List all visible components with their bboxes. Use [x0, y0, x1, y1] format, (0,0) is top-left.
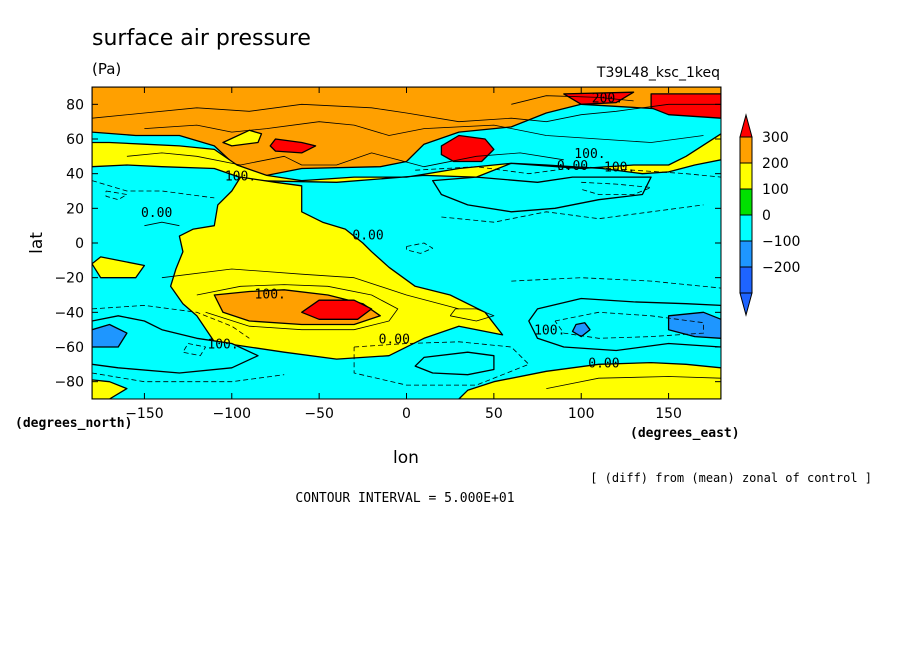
- contour-region: [92, 323, 128, 348]
- y-tick-label: 80: [66, 97, 84, 113]
- contour-line: [353, 341, 530, 386]
- x-tick-label: −150: [125, 406, 163, 422]
- contour-label: 0.00: [352, 228, 383, 243]
- contour-interval: CONTOUR INTERVAL = 5.000E+01: [295, 491, 514, 506]
- contour-line: [92, 372, 285, 383]
- contour-line: [196, 284, 399, 331]
- contour-label: 100.: [604, 161, 635, 176]
- x-tick-label: −100: [213, 406, 251, 422]
- contour-label: 100.: [574, 147, 605, 162]
- contour-region: [92, 256, 146, 279]
- y-tick-label: 20: [66, 201, 84, 217]
- colorbar-max-arrow: [739, 113, 753, 138]
- contour-line: [144, 221, 180, 227]
- y-tick-label: 40: [66, 167, 84, 183]
- contour-region: [301, 299, 373, 320]
- colorbar-min-arrow: [739, 292, 753, 317]
- colorbar-segment: [739, 188, 753, 216]
- contour-lines: [92, 95, 721, 389]
- contour-label: 0.00: [379, 332, 410, 347]
- run-label: T39L48_ksc_1keq: [596, 65, 720, 81]
- contour-region: [414, 351, 495, 376]
- contour-line: [144, 121, 704, 143]
- chart-units: (Pa): [92, 60, 121, 78]
- colorbar-segment: [739, 214, 753, 242]
- contour-label: 100.: [534, 324, 565, 339]
- x-tick-label: −50: [304, 406, 334, 422]
- x-tick-label: 50: [485, 406, 503, 422]
- contour-line: [546, 376, 721, 389]
- chart-title: surface air pressure: [92, 26, 311, 51]
- y-tick-label: 0: [75, 236, 84, 252]
- contour-labels: 200.100.0.00 100.100.0.000.00100.0.00100.…: [141, 91, 635, 371]
- contour-label: 100.: [207, 338, 238, 353]
- colorbar-segment: [739, 240, 753, 268]
- contour-line: [554, 311, 704, 339]
- comparison-note: [ (diff) from (mean) zonal of control ]: [590, 471, 872, 485]
- contour-line: [92, 180, 215, 199]
- contour-line: [415, 166, 721, 178]
- contour-region: [432, 176, 652, 213]
- y-axis-label: lat: [27, 232, 47, 254]
- colorbar-label: 100: [762, 182, 789, 198]
- contour-region: [563, 91, 635, 105]
- contour-label: 0.00: [141, 206, 172, 221]
- colorbar-label: 300: [762, 130, 789, 146]
- y-tick-label: −20: [54, 271, 84, 287]
- contour-region: [269, 138, 317, 154]
- colorbar-label: 0: [762, 208, 771, 224]
- y-tick-label: −40: [54, 305, 84, 321]
- x-unit-label: (degrees_east): [630, 426, 740, 441]
- contour-line: [92, 103, 721, 123]
- filled-regions: [92, 87, 721, 399]
- contour-line: [126, 152, 564, 168]
- contour-region: [222, 129, 263, 147]
- colorbar-segment: [739, 162, 753, 190]
- contour-line: [441, 204, 704, 223]
- y-tick-label: 60: [66, 132, 84, 148]
- contour-line: [406, 242, 434, 254]
- y-unit-label: (degrees_north): [15, 416, 132, 431]
- contour-label: 200.: [592, 91, 623, 106]
- contour-region: [92, 315, 259, 374]
- x-tick-label: 100: [568, 406, 595, 422]
- contour-region: [667, 311, 721, 339]
- contour-line: [182, 343, 207, 357]
- contour-region: [650, 93, 721, 119]
- contour-line: [449, 308, 495, 322]
- colorbar: 300 200 100 0 −100 −200: [739, 113, 800, 317]
- x-axis-label: lon: [393, 448, 419, 468]
- contour-region: [92, 133, 721, 183]
- x-axis-ticks: −150 −100 −50 0 50 100 150: [125, 87, 682, 422]
- colorbar-label: 200: [762, 156, 789, 172]
- colorbar-segment: [739, 266, 753, 294]
- contour-line: [511, 95, 634, 105]
- contour-line: [92, 304, 250, 339]
- x-tick-label: 150: [655, 406, 682, 422]
- contour-region: [528, 297, 721, 352]
- contour-label: 100.: [255, 287, 286, 302]
- contour-line: [161, 268, 460, 310]
- contour-region: [92, 379, 128, 399]
- x-tick-label: 0: [402, 406, 411, 422]
- colorbar-label: −200: [762, 260, 800, 276]
- y-tick-label: −80: [54, 375, 84, 391]
- colorbar-label: −100: [762, 234, 800, 250]
- y-tick-label: −60: [54, 340, 84, 356]
- contour-line: [511, 277, 721, 289]
- contour-region: [458, 361, 721, 399]
- y-axis-ticks: 80 60 40 20 0 −20 −40 −60 −80: [54, 97, 721, 391]
- contour-label: 100.: [225, 169, 256, 184]
- contour-region: [571, 322, 591, 338]
- contour-label: 0.00: [557, 159, 588, 174]
- contour-label: 0.00: [588, 357, 619, 372]
- colorbar-segment: [739, 136, 753, 164]
